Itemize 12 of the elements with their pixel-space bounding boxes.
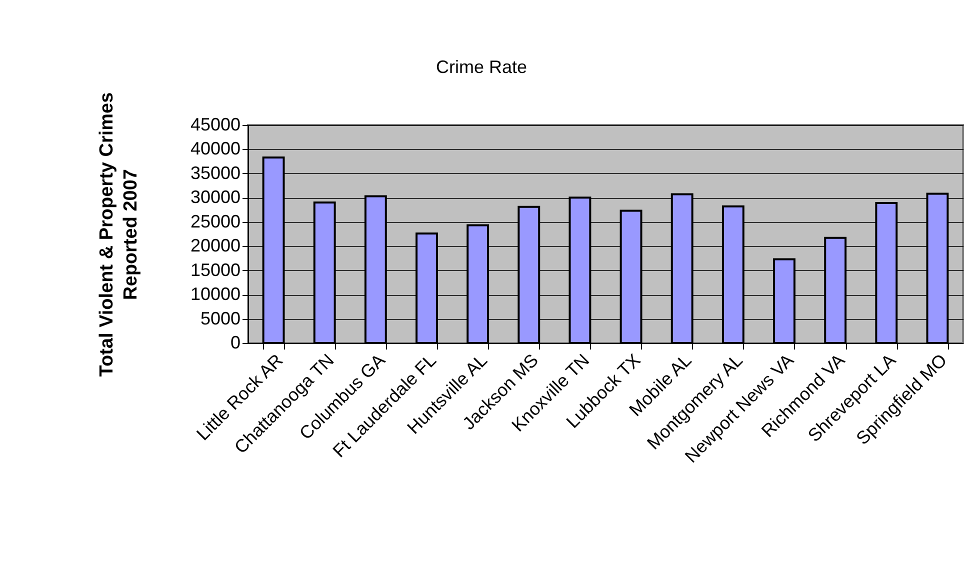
chart-title: Crime Rate [436,56,528,77]
y-tick-label: 5000 [200,308,240,328]
y-tick-label: 25000 [190,211,240,232]
y-tick-label: 0 [230,332,240,352]
y-tick-label: 10000 [190,284,240,304]
y-tick-label: 15000 [190,260,240,280]
y-tick-label: 30000 [190,187,240,208]
y-tick-label: 35000 [190,162,240,183]
y-tick-label: 40000 [190,138,240,159]
y-tick-label: 45000 [190,114,240,134]
y-tick-label: 20000 [190,236,240,256]
y-axis-title: Total Violent & Property Crimes Reported 2007 [96,92,142,377]
